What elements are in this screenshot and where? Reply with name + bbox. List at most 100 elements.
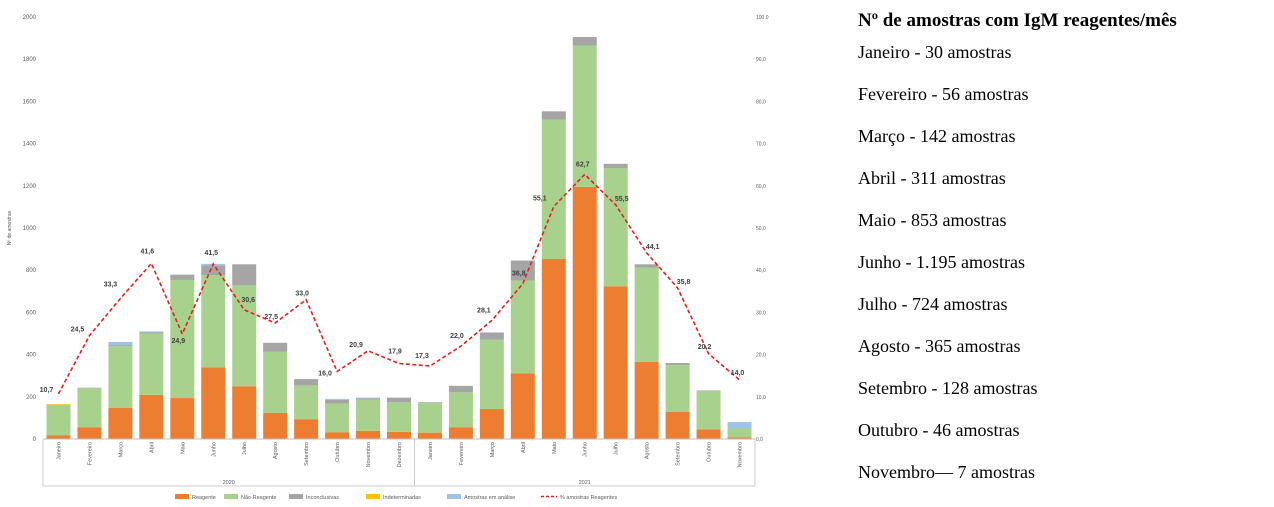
x-tick-label: Setembro bbox=[676, 442, 682, 466]
bar-segment bbox=[727, 422, 752, 429]
bar-segment bbox=[139, 394, 164, 439]
x-tick-label: Outubro bbox=[707, 442, 713, 462]
legend-label: % amostras Reagentes bbox=[560, 495, 617, 501]
bar-segment bbox=[325, 432, 350, 439]
x-tick-label: Maio bbox=[552, 442, 558, 454]
x-tick-label: Agosto bbox=[273, 442, 279, 459]
side-item-5: Maio - 853 amostras bbox=[858, 210, 1007, 230]
bar-segment bbox=[294, 379, 319, 386]
line-data-label: 22,0 bbox=[450, 333, 464, 340]
y2-tick-label: 100,0 bbox=[756, 15, 769, 21]
bar-segment bbox=[170, 279, 195, 399]
line-data-label: 17,9 bbox=[388, 348, 402, 355]
bar-segment bbox=[479, 332, 504, 340]
bar-segment bbox=[325, 398, 350, 400]
legend-swatch bbox=[366, 494, 380, 499]
bar-segment bbox=[201, 265, 226, 276]
bar-segment bbox=[139, 333, 164, 395]
bar-segment bbox=[634, 361, 659, 439]
bar-segment bbox=[108, 341, 133, 346]
bar-segment bbox=[603, 168, 628, 287]
bar-segment bbox=[325, 403, 350, 433]
side-item-1: Janeiro - 30 amostras bbox=[858, 42, 1012, 62]
side-item-2: Fevereiro - 56 amostras bbox=[858, 84, 1029, 104]
line-data-label: 44,1 bbox=[646, 244, 660, 251]
x-tick-label: Agosto bbox=[645, 442, 651, 459]
bar-segment bbox=[634, 264, 659, 268]
bar-segment bbox=[387, 431, 411, 439]
y-tick-label: 200 bbox=[26, 395, 37, 401]
bar-segment bbox=[448, 392, 473, 428]
bar-segment bbox=[201, 367, 226, 439]
line-data-label: 20,2 bbox=[698, 344, 712, 351]
bar-segment bbox=[727, 428, 752, 438]
y2-tick-label: 70,0 bbox=[756, 142, 766, 148]
line-data-label: 41,6 bbox=[141, 248, 155, 255]
x-tick-label: Janeiro bbox=[428, 442, 434, 460]
bar-segment bbox=[263, 342, 288, 352]
y2-tick-label: 50,0 bbox=[756, 226, 766, 232]
bar-segment bbox=[232, 386, 257, 439]
bar-segment bbox=[479, 409, 504, 439]
stacked-bar-line-chart: 0 200 400 600 800 1000 1200 1400 1600 1800 2000 0,0… bbox=[7, 15, 769, 501]
legend-label: Indeterminadas bbox=[383, 495, 421, 501]
line-data-label: 41,5 bbox=[204, 250, 218, 257]
bar-segment bbox=[603, 163, 628, 169]
group-label: 2021 bbox=[579, 480, 591, 486]
bar-segment bbox=[541, 119, 566, 260]
bar-segment bbox=[294, 419, 319, 439]
y-tick-label: 400 bbox=[26, 353, 37, 359]
line-data-label: 20,9 bbox=[349, 342, 363, 349]
y-tick-label: 1600 bbox=[23, 99, 37, 105]
bar-segment bbox=[356, 399, 381, 431]
line-data-label: 28,1 bbox=[477, 307, 491, 314]
y2-tick-label: 60,0 bbox=[756, 184, 766, 190]
bar-segment bbox=[727, 437, 752, 439]
bar-segment bbox=[665, 363, 690, 366]
x-tick-label: Janeiro bbox=[56, 442, 62, 460]
bar-segment bbox=[263, 413, 288, 439]
line-data-label: 33,0 bbox=[295, 291, 309, 298]
bar-segment bbox=[294, 385, 319, 420]
bar-segment bbox=[139, 332, 164, 334]
x-tick-label: Fevereiro bbox=[87, 442, 93, 465]
line-data-label: 27,5 bbox=[264, 314, 278, 321]
side-item-6: Junho - 1.195 amostras bbox=[858, 252, 1025, 272]
x-tick-label: Dezembro bbox=[397, 442, 403, 467]
legend-label: Amostras em análise bbox=[464, 495, 515, 501]
y-tick-label: 1800 bbox=[23, 57, 37, 63]
legend-swatch bbox=[289, 494, 303, 499]
bar-segment bbox=[417, 432, 442, 439]
x-tick-label: Fevereiro bbox=[459, 442, 465, 465]
bar-segment bbox=[417, 403, 442, 433]
side-panel: Nº de amostras com IgM reagentes/mês Jan… bbox=[858, 10, 1268, 504]
bar-segment bbox=[417, 402, 442, 404]
side-item-3: Março - 142 amostras bbox=[858, 126, 1016, 146]
bar-segment bbox=[139, 331, 164, 333]
legend-label: Não Reagente bbox=[241, 495, 276, 501]
x-tick-label: Setembro bbox=[304, 442, 310, 466]
bar-segment bbox=[356, 430, 381, 439]
y2-tick-label: 20,0 bbox=[756, 353, 766, 359]
x-tick-label: Março bbox=[118, 442, 124, 457]
side-item-4: Abril - 311 amostras bbox=[858, 168, 1006, 188]
y-tick-label: 2000 bbox=[23, 15, 37, 21]
side-item-9: Setembro - 128 amostras bbox=[858, 378, 1038, 398]
line-data-label: 14,0 bbox=[731, 370, 745, 377]
bar-segment bbox=[263, 351, 288, 414]
x-tick-label: Abril bbox=[149, 442, 155, 453]
bar-segment bbox=[448, 427, 473, 439]
side-panel-title: Nº de amostras com IgM reagentes/mês bbox=[858, 10, 1177, 31]
bar-segment bbox=[232, 264, 257, 286]
side-item-8: Agosto - 365 amostras bbox=[858, 336, 1021, 356]
line-data-label: 17,3 bbox=[415, 353, 429, 360]
x-tick-label: Outubro bbox=[335, 442, 341, 462]
line-data-label: 30,6 bbox=[241, 297, 255, 304]
legend-swatch bbox=[175, 494, 189, 499]
legend-label: Reagente bbox=[192, 495, 216, 501]
line-data-label: 24,5 bbox=[71, 327, 85, 334]
y2-tick-label: 30,0 bbox=[756, 310, 766, 316]
bar-segment bbox=[108, 346, 133, 408]
bar-segment bbox=[696, 390, 721, 392]
group-label: 2020 bbox=[223, 480, 235, 486]
